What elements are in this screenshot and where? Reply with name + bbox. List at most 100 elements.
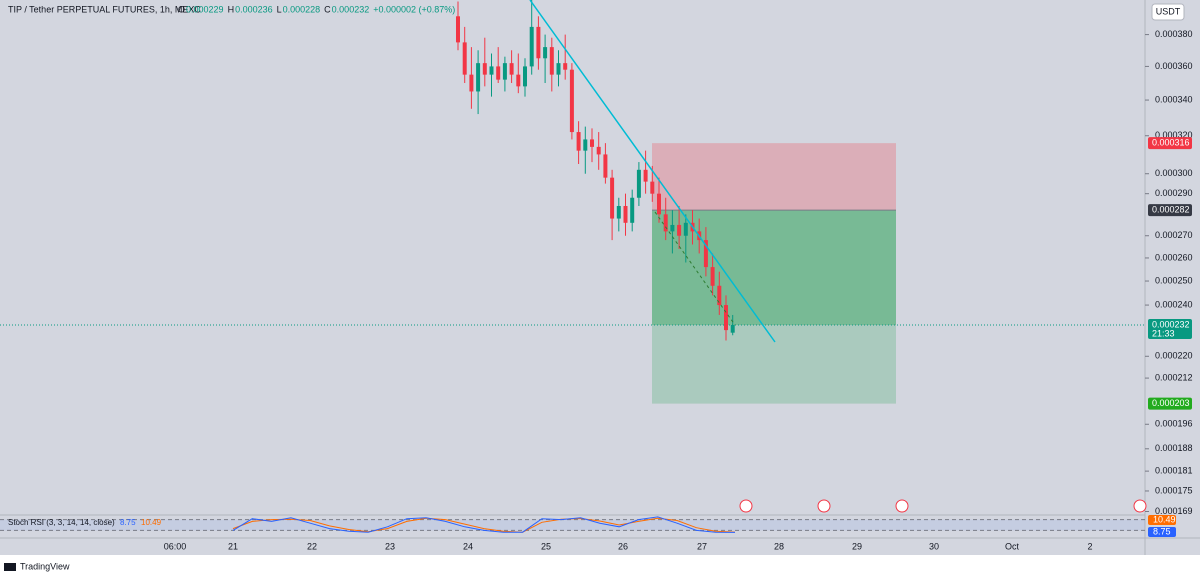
- ohlc-key: C: [324, 4, 331, 14]
- candle-body: [636, 169, 641, 198]
- stoch-pane: [0, 516, 1145, 533]
- candle-body: [536, 26, 541, 59]
- profit-zone: [652, 210, 896, 326]
- candle-body: [630, 197, 635, 223]
- event-icon[interactable]: [739, 499, 753, 513]
- y-tick-label: 0.000340: [1155, 94, 1193, 104]
- x-tick-label: 23: [385, 541, 395, 551]
- price-tag-label: 0.000232: [1152, 319, 1190, 329]
- candle-body: [476, 63, 481, 92]
- candle-body: [482, 63, 487, 75]
- candle-body: [489, 66, 494, 75]
- stoch-tag: [1148, 527, 1176, 537]
- stoch-tag-label: 10.49: [1153, 514, 1176, 524]
- stoch-band: [0, 519, 1145, 531]
- candle-body: [657, 193, 661, 215]
- event-icon[interactable]: [817, 499, 831, 513]
- y-tick-label: 0.000181: [1155, 466, 1193, 476]
- ohlc-key: H: [228, 4, 235, 14]
- position-path: [654, 211, 736, 326]
- candle-body: [730, 325, 735, 333]
- axes: 0.000380 0.000360 0.000340 0.000320 0.000300…: [164, 29, 1193, 551]
- y-tick-label: 0.000196: [1155, 419, 1193, 429]
- candle-body: [677, 224, 682, 236]
- currency-button[interactable]: [1151, 3, 1185, 21]
- countdown: 21:33: [1152, 328, 1175, 338]
- candle-body: [717, 285, 722, 306]
- ohlc-value: 0.000229: [186, 4, 224, 14]
- stoch-k-value: 8.75: [120, 518, 136, 527]
- candle-body: [724, 305, 728, 331]
- y-tick-label: 0.000169: [1155, 506, 1193, 516]
- trend-line: [529, 0, 776, 343]
- ohlc-value: 0.000232: [332, 4, 370, 14]
- event-icon[interactable]: [895, 499, 909, 513]
- y-tick-label: 0.000250: [1155, 275, 1193, 285]
- candle-body: [596, 146, 601, 155]
- x-tick-label: 30: [929, 541, 939, 551]
- y-tick-label: 0.000300: [1155, 168, 1193, 178]
- x-tick-label: 22: [307, 541, 317, 551]
- y-tick-label: 0.000188: [1155, 443, 1193, 453]
- ohlc-value: 0.000228: [283, 4, 321, 14]
- stoch-k-line: [232, 516, 736, 533]
- candle-body: [650, 181, 655, 194]
- candle-body: [590, 139, 594, 147]
- candle-body: [710, 267, 715, 286]
- y-tick-label: 0.000260: [1155, 252, 1193, 262]
- candle-body: [603, 154, 608, 178]
- candle-body: [469, 74, 474, 92]
- x-tick-label: 27: [697, 541, 707, 551]
- currency-label[interactable]: USDT: [1156, 6, 1181, 16]
- candle-body: [670, 224, 675, 232]
- ohlc-key: L: [277, 4, 282, 14]
- price-tag-label: 0.000203: [1152, 398, 1190, 408]
- stoch-label: Stoch RSI (3, 3, 14, 14, close): [8, 518, 115, 527]
- candle-body: [549, 47, 554, 75]
- candle-body: [683, 222, 688, 236]
- candle-body: [563, 63, 568, 70]
- candle-body: [462, 42, 467, 75]
- y-tick-label: 0.000320: [1155, 130, 1193, 140]
- y-tick-label: 0.000240: [1155, 299, 1193, 309]
- main-pane: [0, 0, 1145, 404]
- symbol-title: TIP / Tether PERPETUAL FUTURES, 1h, MEXC: [8, 4, 201, 14]
- candle-body: [616, 205, 621, 219]
- price-tag-label: 0.000316: [1152, 138, 1190, 148]
- y-tick-label: 0.000290: [1155, 188, 1193, 198]
- candle-body: [703, 240, 708, 268]
- y-tick-label: 0.000175: [1155, 485, 1193, 495]
- footer-bar: [0, 555, 1200, 579]
- x-tick-label: 28: [774, 541, 784, 551]
- candle-body: [623, 205, 628, 223]
- price-tag: [1148, 319, 1192, 340]
- x-tick-label: Oct: [1005, 541, 1020, 551]
- y-tick-label: 0.000212: [1155, 372, 1193, 382]
- candle-body: [456, 16, 460, 43]
- candle-body: [516, 74, 521, 87]
- candle-body: [643, 169, 648, 182]
- candle-body: [576, 132, 581, 151]
- candle-body: [610, 177, 615, 219]
- y-tick-label: 0.000220: [1155, 351, 1193, 361]
- candle-body: [569, 69, 574, 133]
- y-tick-label: 0.000360: [1155, 61, 1193, 71]
- price-tag-label: 0.000282: [1152, 205, 1190, 215]
- event-icon[interactable]: [1133, 499, 1147, 513]
- ohlc-key: O: [178, 4, 185, 14]
- price-tag: [1148, 204, 1192, 217]
- candle-body: [523, 66, 527, 87]
- stoch-d-line: [232, 517, 736, 533]
- stop-zone: [652, 143, 896, 211]
- candle-body: [583, 139, 588, 151]
- candle-body: [556, 63, 561, 75]
- candle-body: [663, 214, 668, 232]
- event-icons: [739, 499, 1147, 513]
- x-tick-label: 29: [852, 541, 862, 551]
- x-tick-label: 24: [463, 541, 473, 551]
- x-tick-label: 21: [228, 541, 238, 551]
- y-tick-label: 0.000270: [1155, 230, 1193, 240]
- x-tick-label: 06:00: [164, 541, 187, 551]
